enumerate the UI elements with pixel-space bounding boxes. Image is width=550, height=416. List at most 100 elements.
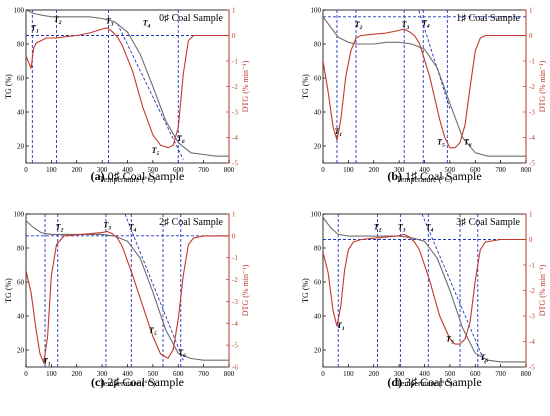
y-right-tick-label: 1 <box>232 211 236 219</box>
panel-title: 0♯ Coal Sample <box>159 13 223 24</box>
x-tick-label: 800 <box>224 370 235 378</box>
x-tick-label: 200 <box>369 370 380 378</box>
x-tick-label: 700 <box>198 166 209 174</box>
y-right-axis-title: DTG (% min⁻¹) <box>241 60 250 112</box>
plot-area <box>323 10 526 163</box>
x-tick-label: 400 <box>122 166 133 174</box>
panel-title: 3♯ Coal Sample <box>456 217 520 228</box>
x-tick-label: 400 <box>419 370 430 378</box>
dtg-curve <box>323 233 526 345</box>
panel-3: 0 100 200 300 400 500 600 700 800 20 40 60 80 100 1 0 -1… <box>4 211 250 390</box>
temperature-label: T5 <box>437 137 445 148</box>
panel-title: 2♯ Coal Sample <box>159 217 223 228</box>
temperature-label: T6 <box>178 348 186 359</box>
y-right-tick-label: -1 <box>232 58 238 66</box>
temperature-label: T4 <box>426 222 434 233</box>
dtg-curve <box>26 230 229 365</box>
temperature-label: T4 <box>129 222 137 233</box>
tangent-line <box>421 214 486 364</box>
x-tick-label: 800 <box>224 166 235 174</box>
temperature-label: T2 <box>56 222 64 233</box>
x-tick-label: 700 <box>495 370 506 378</box>
temperature-label: T5 <box>446 335 454 346</box>
y-right-tick-label: -3 <box>232 298 238 306</box>
y-left-tick-label: 80 <box>17 41 25 49</box>
x-axis-title: Temperature (°C) <box>99 175 156 184</box>
y-right-tick-label: 0 <box>232 32 236 40</box>
x-tick-label: 800 <box>521 166 532 174</box>
tg-curve <box>26 220 229 361</box>
x-tick-label: 500 <box>148 370 159 378</box>
panel-caption: (c) 2♯ Coal Sample <box>91 375 184 389</box>
tangent-line <box>116 23 184 160</box>
y-left-tick-label: 40 <box>314 313 322 321</box>
y-right-tick-label: 1 <box>529 211 533 219</box>
plot-area <box>26 214 229 367</box>
y-right-tick-label: -1 <box>232 254 238 262</box>
x-tick-label: 500 <box>148 166 159 174</box>
panel-4: 0 100 200 300 400 500 600 700 800 20 40 60 80 100 1 0 -1… <box>301 211 547 390</box>
y-left-tick-label: 20 <box>17 143 25 151</box>
x-axis-title: Temperature (°C) <box>99 379 156 388</box>
x-tick-label: 200 <box>369 166 380 174</box>
x-tick-label: 400 <box>419 166 430 174</box>
plot-area <box>323 214 526 367</box>
x-tick-label: 100 <box>343 166 354 174</box>
y-right-axis-title: DTG (% min⁻¹) <box>538 264 547 316</box>
y-left-tick-label: 20 <box>314 143 322 151</box>
dtg-curve <box>26 27 229 149</box>
x-tick-label: 500 <box>445 370 456 378</box>
temperature-label: T1 <box>337 321 345 332</box>
panel-caption: (b) 1♯ Coal Sample <box>387 169 481 183</box>
temperature-label: T5 <box>152 146 160 157</box>
y-right-tick-label: 0 <box>529 32 533 40</box>
y-right-tick-label: -5 <box>529 160 535 168</box>
y-right-tick-label: 0 <box>232 232 236 240</box>
x-tick-label: 200 <box>72 370 83 378</box>
y-right-tick-label: -1 <box>529 58 535 66</box>
y-left-tick-label: 60 <box>17 279 25 287</box>
y-left-tick-label: 100 <box>14 7 25 15</box>
x-tick-label: 100 <box>46 166 57 174</box>
y-left-tick-label: 20 <box>17 347 25 355</box>
x-tick-label: 0 <box>24 166 28 174</box>
y-right-tick-label: -3 <box>232 109 238 117</box>
panel-1: 0 100 200 300 400 500 600 700 800 20 40 60 80 100 1 0 -1… <box>4 7 250 185</box>
x-tick-label: 600 <box>173 166 184 174</box>
y-left-tick-label: 80 <box>314 41 322 49</box>
y-left-tick-label: 40 <box>17 109 25 117</box>
x-tick-label: 100 <box>46 370 57 378</box>
x-tick-label: 300 <box>394 166 405 174</box>
y-left-axis-title: TG (%) <box>4 74 13 99</box>
y-right-tick-label: 1 <box>232 7 236 15</box>
x-axis-title: Temperature (°C) <box>396 379 453 388</box>
x-tick-label: 0 <box>321 370 325 378</box>
y-left-tick-label: 60 <box>17 75 25 83</box>
tg-curve <box>26 10 229 157</box>
y-left-tick-label: 40 <box>17 313 25 321</box>
x-tick-label: 500 <box>445 166 456 174</box>
y-right-tick-label: -2 <box>529 83 535 91</box>
y-left-tick-label: 80 <box>314 245 322 253</box>
y-left-axis-title: TG (%) <box>301 278 310 303</box>
y-left-axis-title: TG (%) <box>4 278 13 303</box>
temperature-label: T5 <box>149 326 157 337</box>
plot-area <box>26 10 229 163</box>
y-left-tick-label: 80 <box>17 245 25 253</box>
temperature-label: T3 <box>398 222 406 233</box>
y-left-tick-label: 60 <box>314 75 322 83</box>
y-left-tick-label: 100 <box>311 7 322 15</box>
y-left-tick-label: 100 <box>14 211 25 219</box>
x-tick-label: 300 <box>394 370 405 378</box>
tg-curve <box>323 217 526 363</box>
y-right-tick-label: -5 <box>232 160 238 168</box>
temperature-label: T1 <box>334 127 342 138</box>
y-right-tick-label: 1 <box>529 7 533 15</box>
x-tick-label: 600 <box>470 370 481 378</box>
x-tick-label: 0 <box>24 370 28 378</box>
temperature-label: T6 <box>464 137 472 148</box>
x-tick-label: 200 <box>72 166 83 174</box>
x-tick-label: 700 <box>198 370 209 378</box>
y-left-axis-title: TG (%) <box>301 74 310 99</box>
